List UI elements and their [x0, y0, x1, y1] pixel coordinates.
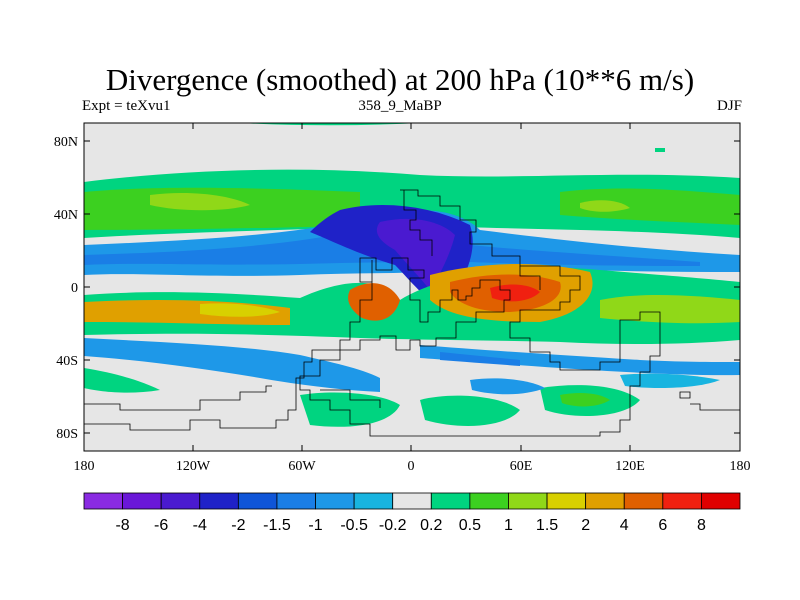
experiment-label: Expt = teXvu1 — [82, 98, 171, 114]
colorbar-swatch — [546, 492, 587, 510]
x-tick-label: 180 — [74, 459, 95, 474]
x-tick-label: 120E — [615, 459, 645, 474]
colorbar-label: -1.5 — [263, 517, 291, 534]
colorbar-label: 8 — [697, 517, 706, 534]
colorbar-label: 2 — [581, 517, 590, 534]
y-tick-label: 80S — [56, 427, 78, 442]
x-tick-label: 60E — [510, 459, 533, 474]
colorbar-label: 1.5 — [536, 517, 558, 534]
colorbar-swatch — [430, 492, 471, 510]
colorbar-swatch — [353, 492, 394, 510]
colorbar-swatch — [276, 492, 316, 510]
colorbar-label: -4 — [193, 517, 207, 534]
colorbar-label: 1 — [504, 517, 513, 534]
y-tick-label: 0 — [71, 281, 78, 296]
colorbar-label: 6 — [658, 517, 667, 534]
colorbar-swatch — [585, 492, 625, 510]
colorbar-swatch — [199, 492, 239, 510]
colorbar-swatch — [623, 492, 664, 510]
colorbar-label: 0.2 — [420, 517, 442, 534]
colorbar-swatch — [315, 492, 355, 510]
x-tick-label: 0 — [408, 459, 415, 474]
y-tick-label: 40S — [56, 354, 78, 369]
colorbar-label: -1 — [308, 517, 322, 534]
contour-field — [84, 123, 740, 451]
y-tick-label: 40N — [54, 208, 78, 223]
coastline-outline — [84, 189, 740, 437]
colorbar-label: -2 — [231, 517, 245, 534]
run-label: 358_9_MaBP — [358, 98, 442, 114]
colorbar-swatch — [508, 492, 548, 510]
colorbar-label: 4 — [620, 517, 629, 534]
x-tick-label: 120W — [176, 459, 211, 474]
colorbar-label: -8 — [115, 517, 129, 534]
season-label: DJF — [716, 98, 742, 114]
tick-marks — [84, 123, 740, 451]
colorbar-swatch — [701, 492, 741, 510]
colorbar-swatch — [392, 492, 432, 510]
colorbar-label: -0.5 — [340, 517, 368, 534]
colorbar-swatch — [160, 492, 201, 510]
y-tick-label: 80N — [54, 135, 78, 150]
colorbar-label: 0.5 — [459, 517, 481, 534]
colorbar: -8 -6 -4 -2 -1.5 -1 -0.5 -0.2 0.2 0.5 1 1.5 2 4 6 8 — [83, 492, 741, 534]
colorbar-swatch — [662, 492, 702, 510]
colorbar-label: -6 — [154, 517, 168, 534]
colorbar-label: -0.2 — [379, 517, 407, 534]
colorbar-swatch — [122, 492, 162, 510]
colorbar-swatch — [83, 492, 123, 510]
map-title: Divergence (smoothed) at 200 hPa (10**6 … — [105, 62, 695, 97]
x-tick-label: 60W — [288, 459, 316, 474]
x-tick-label: 180 — [730, 459, 751, 474]
colorbar-swatch — [237, 492, 278, 510]
colorbar-swatch — [469, 492, 509, 510]
